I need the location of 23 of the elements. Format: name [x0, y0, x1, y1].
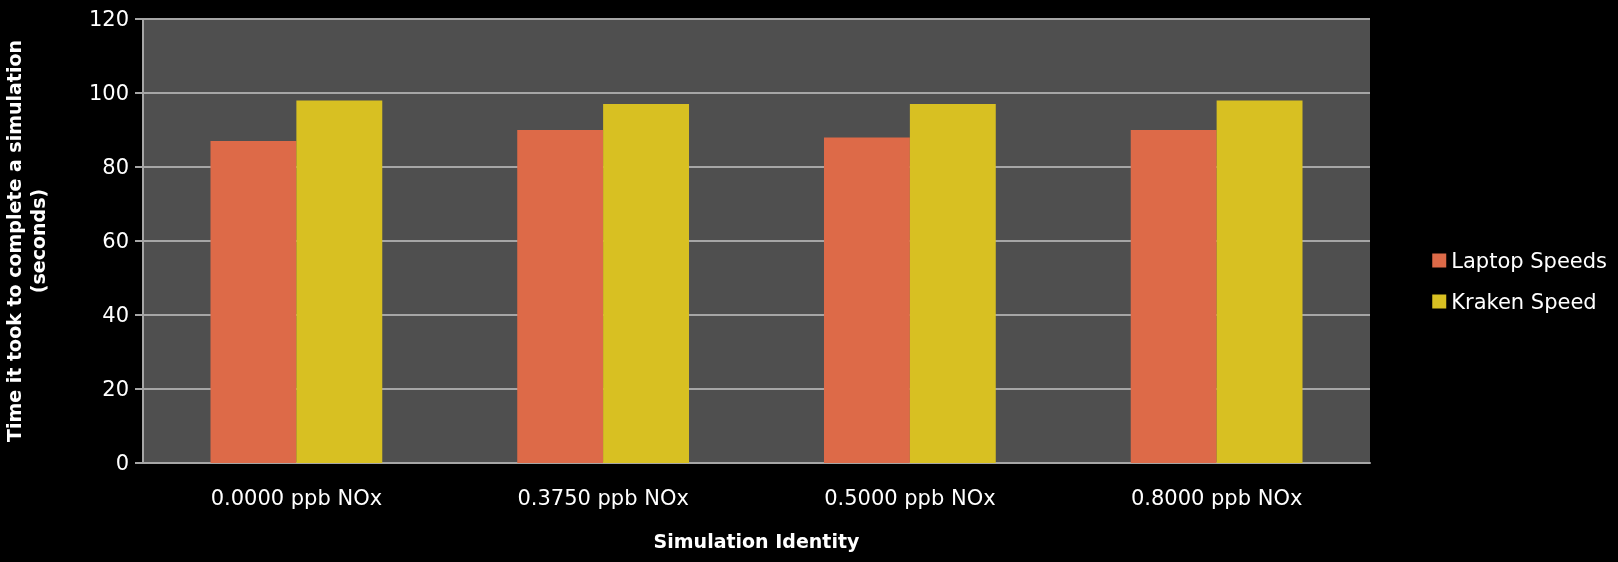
legend-label: Kraken Speed	[1451, 289, 1597, 314]
bar	[1216, 100, 1303, 463]
y-tick-label: 20	[102, 377, 129, 401]
bar	[823, 137, 910, 463]
y-tick-label: 0	[115, 451, 129, 475]
bar	[296, 100, 383, 463]
x-tick-label: 0.0000 ppb NOx	[210, 485, 383, 510]
x-tick-label: 0.5000 ppb NOx	[824, 485, 996, 510]
bar	[517, 130, 604, 463]
y-tick-label: 80	[102, 155, 129, 179]
bar	[909, 104, 996, 463]
bar	[1130, 130, 1217, 463]
y-tick-label: 120	[88, 7, 129, 31]
y-tick-label: 100	[88, 81, 129, 105]
y-axis-title: Time it took to complete a simulation (seconds)	[3, 40, 49, 442]
bar	[210, 141, 297, 463]
x-axis-title: Simulation Identity	[653, 529, 861, 552]
x-tick-label: 0.3750 ppb NOx	[517, 485, 689, 510]
y-tick-label: 40	[102, 303, 129, 327]
legend-label: Laptop Speeds	[1451, 248, 1608, 273]
x-tick-label: 0.8000 ppb NOx	[1130, 485, 1303, 510]
y-tick-label: 60	[102, 229, 129, 253]
bar	[603, 104, 690, 463]
